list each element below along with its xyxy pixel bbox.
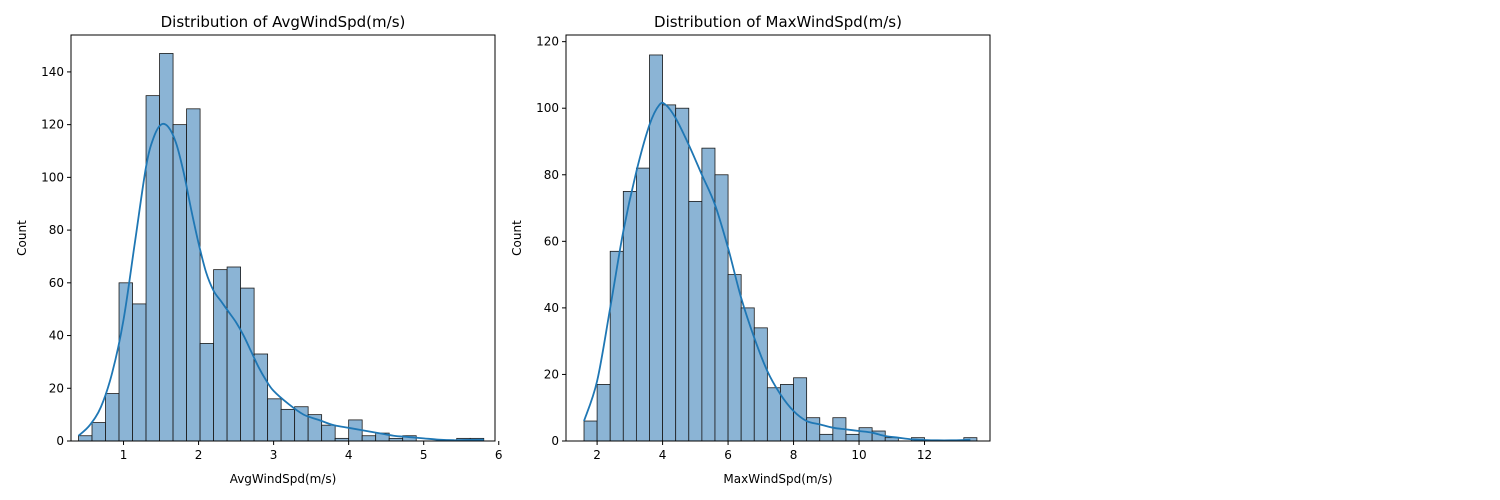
x-axis-label: MaxWindSpd(m/s) xyxy=(723,472,832,486)
histogram-bar xyxy=(361,435,377,442)
histogram-bar xyxy=(240,287,255,442)
x-tick-label: 4 xyxy=(659,448,667,462)
x-tick-label: 3 xyxy=(270,448,278,462)
histogram-bar xyxy=(649,54,663,442)
histogram-bar xyxy=(609,250,624,442)
histogram-bar xyxy=(858,427,873,442)
histogram-bar xyxy=(727,274,742,442)
y-tick-label: 100 xyxy=(41,170,64,184)
histogram-bar xyxy=(701,147,716,442)
y-tick-label: 20 xyxy=(544,367,559,381)
y-tick-label: 100 xyxy=(536,101,559,115)
x-tick-label: 6 xyxy=(724,448,732,462)
y-tick-label: 140 xyxy=(41,65,64,79)
kde-curve xyxy=(77,122,484,442)
kde-line xyxy=(583,101,971,442)
histogram-bar xyxy=(845,433,860,442)
y-tick-label: 20 xyxy=(49,381,64,395)
histogram-bar xyxy=(321,424,336,442)
y-tick-label: 80 xyxy=(544,168,559,182)
avg-wind-speed-histogram: Distribution of AvgWindSpd(m/s) AvgWindS… xyxy=(15,13,503,486)
histogram-bar xyxy=(267,398,282,442)
histogram-bar xyxy=(186,108,201,442)
histogram-bar xyxy=(78,435,93,442)
y-tick-label: 0 xyxy=(551,434,559,448)
histogram-bar xyxy=(635,167,650,442)
max-wind-speed-histogram: Distribution of MaxWindSpd(m/s) MaxWindS… xyxy=(510,13,991,486)
histogram-bar xyxy=(740,307,755,442)
y-tick-label: 120 xyxy=(536,35,559,49)
y-tick-label: 60 xyxy=(544,234,559,248)
y-axis-label: Count xyxy=(510,220,524,256)
plot-frame xyxy=(565,34,991,442)
plot-frame xyxy=(70,34,496,442)
x-tick-label: 12 xyxy=(917,448,932,462)
x-tick-label: 8 xyxy=(790,448,798,462)
histogram-bar xyxy=(226,266,241,442)
y-tick-label: 40 xyxy=(544,301,559,315)
histogram-bar xyxy=(91,422,106,442)
kde-line xyxy=(77,122,484,442)
histogram-bar xyxy=(714,174,729,442)
x-tick-label: 1 xyxy=(120,448,128,462)
histogram-bar xyxy=(294,406,309,442)
histogram-bar xyxy=(172,124,187,442)
histogram-bar xyxy=(253,353,269,442)
chart-title: Distribution of MaxWindSpd(m/s) xyxy=(654,13,902,31)
histogram-bar xyxy=(793,377,808,442)
histogram-bar xyxy=(596,384,611,442)
histogram-bar xyxy=(105,393,120,442)
x-tick-label: 6 xyxy=(495,448,503,462)
histogram-bar xyxy=(622,191,637,442)
y-axis-label: Count xyxy=(15,220,29,256)
y-tick-label: 0 xyxy=(56,434,64,448)
chart-title: Distribution of AvgWindSpd(m/s) xyxy=(161,13,406,31)
bars xyxy=(78,53,485,442)
y-tick-label: 120 xyxy=(41,118,64,132)
x-tick-label: 10 xyxy=(851,448,866,462)
histogram-bar xyxy=(145,95,160,442)
histogram-bar xyxy=(199,343,214,442)
y-tick-label: 80 xyxy=(49,223,64,237)
histogram-bar xyxy=(819,433,834,442)
histogram-bar xyxy=(132,303,147,442)
y-tick-label: 60 xyxy=(49,276,64,290)
x-tick-label: 5 xyxy=(420,448,428,462)
histogram-bar xyxy=(675,107,690,442)
x-tick-label: 4 xyxy=(345,448,353,462)
x-tick-label: 2 xyxy=(593,448,601,462)
histogram-bar xyxy=(662,104,677,442)
y-tick-label: 40 xyxy=(49,329,64,343)
histogram-bar xyxy=(583,420,598,442)
x-axis-label: AvgWindSpd(m/s) xyxy=(230,472,337,486)
histogram-bar xyxy=(766,387,781,442)
kde-curve xyxy=(583,101,971,442)
histogram-bar xyxy=(688,200,703,442)
histogram-bar xyxy=(280,408,296,442)
histogram-bar xyxy=(780,384,794,442)
bars xyxy=(583,54,978,442)
histogram-bar xyxy=(159,53,174,442)
x-tick-label: 2 xyxy=(195,448,203,462)
